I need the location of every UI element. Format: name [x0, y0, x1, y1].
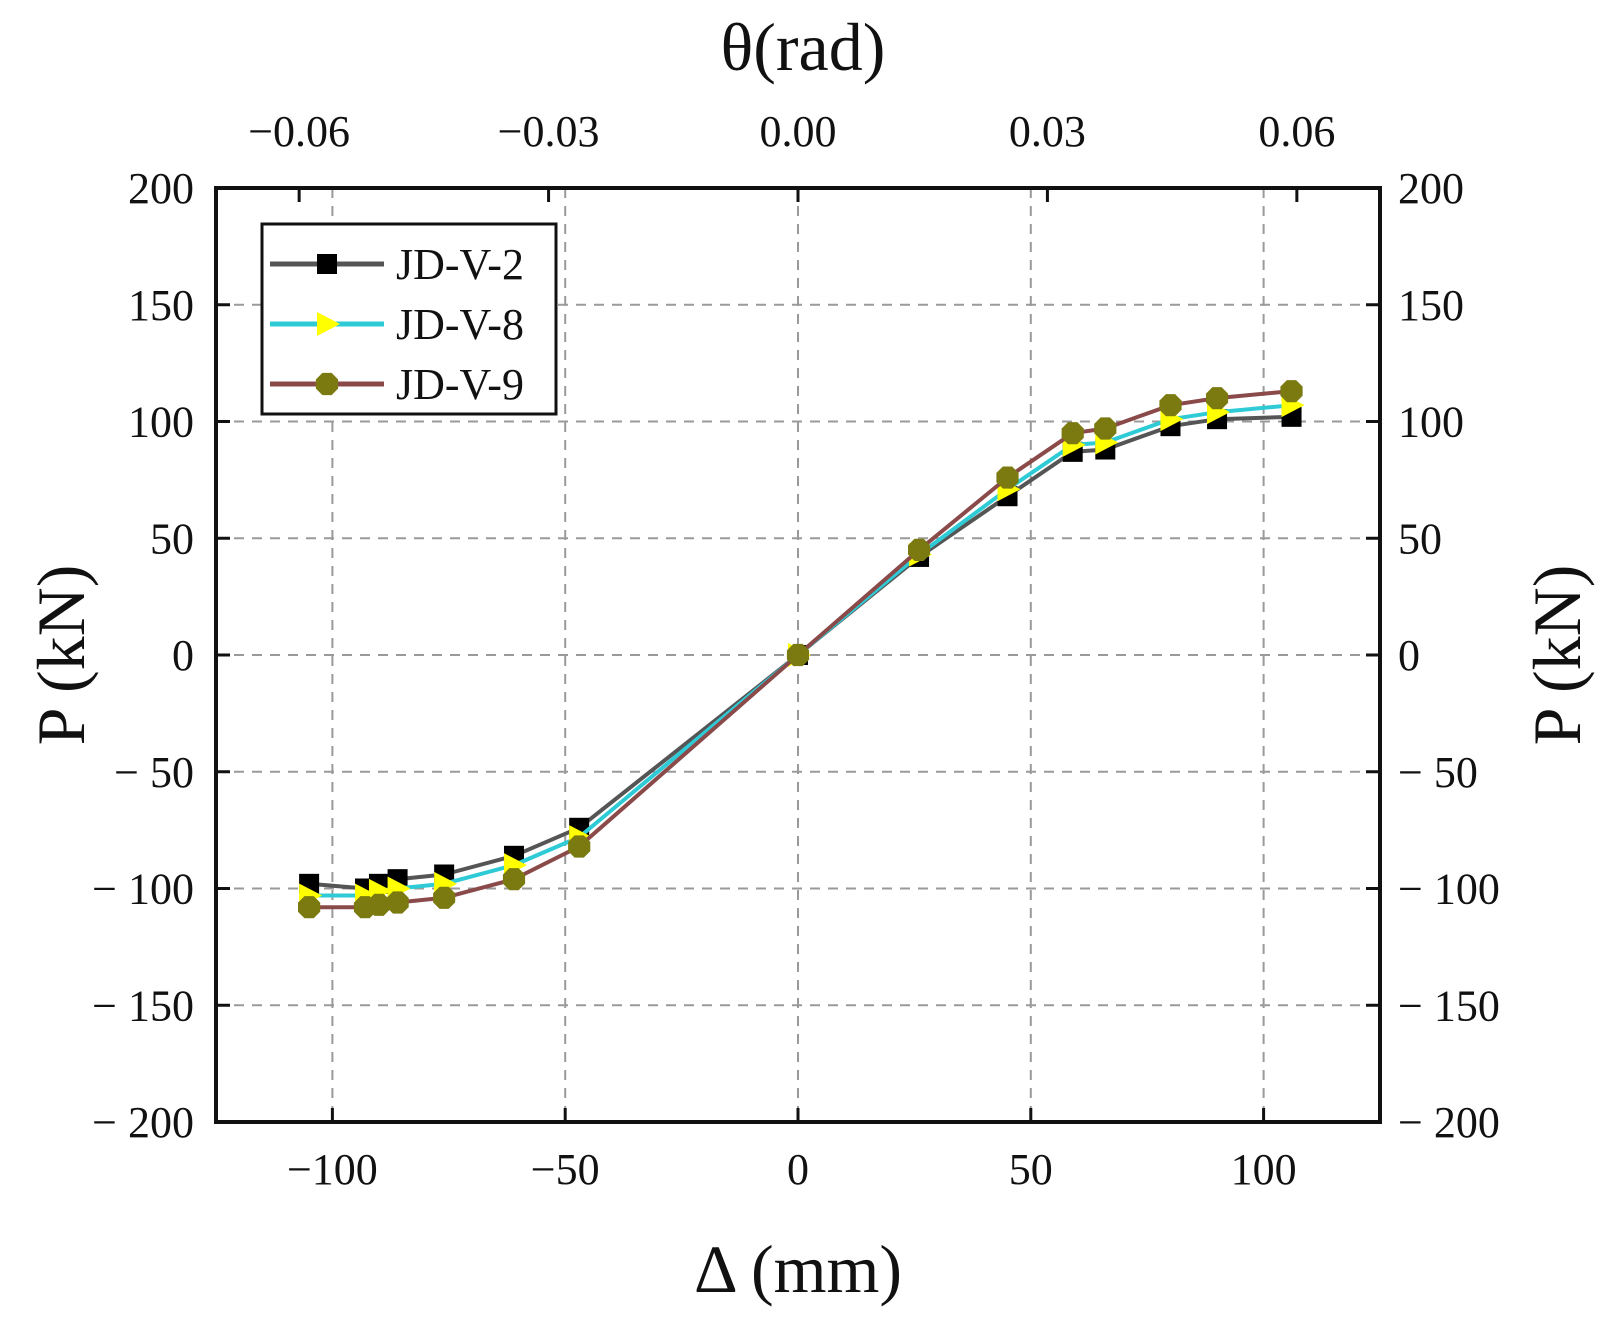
right-y-tick-label: 100 [1398, 398, 1464, 447]
y-tick-label: − 150 [92, 981, 194, 1030]
legend-item: JD-V-9 [270, 360, 524, 409]
top-axis-title: θ(rad) [721, 9, 886, 85]
y-tick-label: − 200 [92, 1098, 194, 1147]
y-tick-label: − 100 [92, 865, 194, 914]
right-y-tick-label: − 50 [1398, 748, 1478, 797]
top-tick-label: −0.03 [498, 107, 600, 156]
data-point [1061, 422, 1084, 445]
y-tick-label: − 50 [114, 748, 194, 797]
legend-marker [317, 312, 340, 336]
data-point [367, 893, 390, 916]
legend-label: JD-V-9 [396, 360, 524, 409]
data-point [502, 868, 526, 891]
right-y-tick-label: − 200 [1398, 1098, 1500, 1147]
y-tick-label: 50 [150, 514, 194, 563]
right-y-tick-label: 200 [1398, 164, 1464, 213]
legend-item: JD-V-2 [270, 240, 524, 289]
right-y-tick-label: 50 [1398, 514, 1442, 563]
right-y-tick-label: 0 [1398, 631, 1420, 680]
data-point [786, 643, 810, 667]
legend-label: JD-V-2 [396, 240, 524, 289]
top-tick-label: 0.06 [1258, 107, 1335, 156]
legend-label: JD-V-8 [396, 300, 524, 349]
y-tick-label: 100 [128, 398, 194, 447]
series-layer [298, 380, 1305, 919]
data-point [1206, 387, 1229, 410]
y-tick-label: 0 [172, 631, 194, 680]
legend-marker [315, 372, 339, 396]
data-point [386, 891, 409, 914]
y-tick-label: 200 [128, 164, 194, 213]
top-tick-label: −0.06 [248, 107, 350, 156]
y-tick-label: 150 [128, 281, 194, 330]
legend-marker [317, 254, 337, 274]
data-point [908, 538, 931, 561]
x-tick-label: 100 [1231, 1145, 1297, 1194]
data-point [298, 896, 321, 919]
series-JD-V-9 [298, 380, 1303, 919]
legend: JD-V-2 JD-V-8 JD-V-9 [260, 222, 558, 416]
data-point [568, 835, 591, 858]
right-y-tick-label: − 100 [1398, 865, 1500, 914]
data-point [433, 886, 456, 909]
right-y-tick-label: 150 [1398, 281, 1464, 330]
ticks: −100 −50 0 50 100 200 200 150 150 100 100 50 50 0 0 − 5… [92, 107, 1500, 1194]
data-point [1280, 380, 1303, 403]
y-axis-title: P (kN) [23, 565, 99, 746]
x-tick-label: 50 [1009, 1145, 1053, 1194]
x-axis-title: Δ (mm) [694, 1231, 902, 1307]
x-tick-label: 0 [787, 1145, 809, 1194]
data-point [1094, 417, 1117, 440]
right-y-axis-title: P (kN) [1519, 565, 1595, 746]
data-point [996, 466, 1019, 489]
x-tick-label: −100 [287, 1145, 378, 1194]
x-tick-label: −50 [531, 1145, 600, 1194]
data-point [1159, 394, 1182, 417]
top-tick-label: 0.03 [1009, 107, 1086, 156]
top-tick-label: 0.00 [760, 107, 837, 156]
legend-item: JD-V-8 [270, 300, 524, 349]
right-y-tick-label: − 150 [1398, 981, 1500, 1030]
